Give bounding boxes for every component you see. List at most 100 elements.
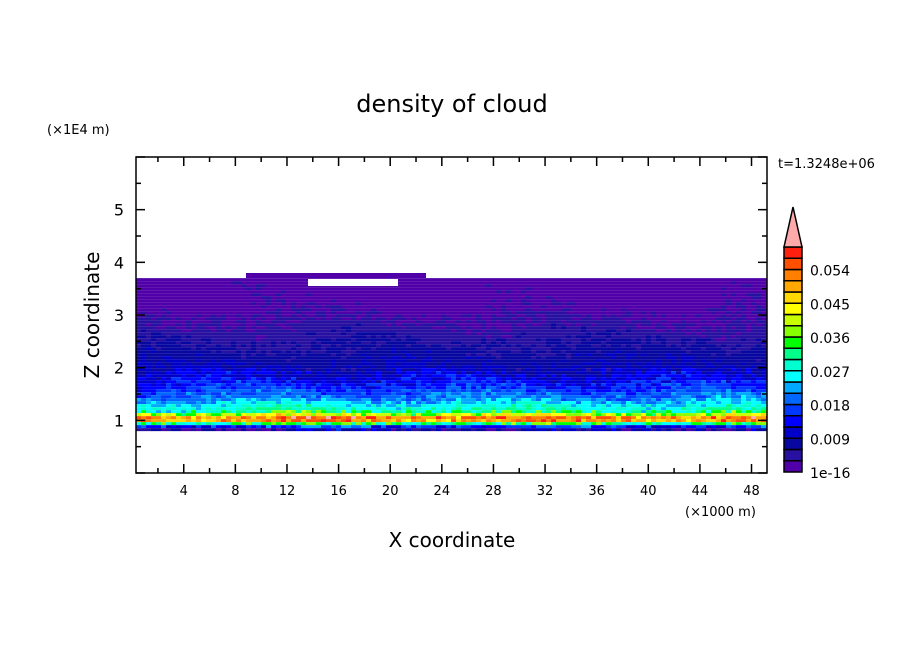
contour-cell — [471, 332, 476, 336]
contour-cell — [171, 410, 181, 414]
contour-cell — [576, 401, 581, 405]
contour-cell — [746, 329, 751, 333]
contour-cell — [656, 422, 661, 426]
contour-cell — [751, 284, 767, 288]
contour-cell — [686, 332, 691, 336]
contour-cell — [451, 389, 456, 393]
contour-cell — [726, 374, 736, 378]
contour-cell — [761, 293, 767, 297]
contour-cell — [756, 389, 767, 393]
contour-cell — [136, 320, 161, 324]
contour-cell — [346, 377, 351, 381]
contour-cell — [286, 320, 301, 324]
contour-cell — [676, 428, 681, 432]
contour-cell — [266, 404, 271, 408]
contour-cell — [136, 404, 141, 408]
contour-cell — [756, 338, 761, 342]
contour-cell — [426, 398, 431, 402]
contour-cell — [401, 410, 406, 414]
contour-cell — [606, 419, 611, 423]
contour-cell — [561, 302, 566, 306]
contour-cell — [371, 422, 376, 426]
contour-cell — [136, 362, 151, 366]
contour-cell — [461, 314, 471, 318]
contour-cell — [291, 359, 331, 363]
contour-cell — [251, 383, 256, 387]
contour-cell — [281, 302, 286, 306]
contour-cell — [206, 416, 211, 420]
contour-cell — [266, 350, 271, 354]
contour-cell — [406, 401, 411, 405]
contour-cell — [621, 404, 626, 408]
contour-cell — [461, 365, 476, 369]
contour-cell — [226, 404, 231, 408]
contour-cell — [351, 329, 451, 333]
x-tick-label: 12 — [279, 484, 296, 499]
contour-cell — [321, 392, 326, 396]
contour-cell — [141, 407, 146, 411]
contour-cell — [346, 419, 351, 423]
contour-cell — [716, 320, 721, 324]
contour-cell — [406, 407, 411, 411]
contour-cell — [491, 389, 501, 393]
contour-cell — [256, 428, 261, 432]
contour-cell — [671, 329, 676, 333]
contour-cell — [236, 350, 241, 354]
contour-cell — [666, 338, 681, 342]
contour-cell — [751, 425, 761, 429]
contour-cell — [751, 410, 756, 414]
contour-cell — [376, 416, 386, 420]
contour-cell — [576, 347, 636, 351]
contour-cell — [606, 329, 616, 333]
contour-cell — [231, 326, 236, 330]
contour-cell — [631, 338, 636, 342]
contour-cell — [396, 383, 401, 387]
contour-cell — [516, 386, 521, 390]
contour-cell — [401, 395, 406, 399]
contour-cell — [221, 374, 246, 378]
contour-cell — [566, 359, 596, 363]
contour-cell — [656, 428, 661, 432]
contour-cell — [506, 299, 511, 303]
contour-cell — [471, 353, 476, 357]
contour-cell — [276, 293, 281, 297]
contour-cell — [401, 407, 406, 411]
contour-cell — [331, 353, 336, 357]
contour-cell — [646, 422, 651, 426]
contour-cell — [396, 374, 401, 378]
contour-cell — [486, 398, 491, 402]
contour-cell — [181, 416, 186, 420]
contour-cell — [641, 371, 646, 375]
contour-cell — [186, 362, 191, 366]
contour-cell — [481, 422, 486, 426]
contour-cell — [351, 422, 356, 426]
contour-cell — [681, 395, 691, 399]
contour-cell — [326, 317, 331, 321]
contour-cell — [726, 299, 731, 303]
contour-cell — [386, 416, 391, 420]
contour-cell — [331, 317, 341, 321]
contour-cell — [216, 416, 221, 420]
contour-cell — [686, 314, 696, 318]
contour-cell — [341, 356, 346, 360]
contour-cell — [526, 323, 531, 327]
contour-cell — [646, 413, 651, 417]
contour-cell — [411, 425, 416, 429]
contour-cell — [401, 422, 406, 426]
contour-cell — [556, 407, 561, 411]
contour-cell — [241, 392, 256, 396]
x-unit-label: (×1000 m) — [685, 505, 756, 520]
contour-cell — [731, 299, 741, 303]
contour-cell — [626, 326, 636, 330]
contour-cell — [621, 368, 641, 372]
contour-cell — [206, 419, 216, 423]
contour-cell — [216, 401, 221, 405]
contour-cell — [366, 359, 386, 363]
contour-cell — [646, 398, 651, 402]
contour-cell — [386, 368, 391, 372]
contour-cell — [731, 383, 766, 387]
contour-cell — [716, 311, 726, 315]
chart-title: density of cloud — [356, 90, 547, 118]
contour-cell — [341, 371, 356, 375]
contour-cell — [716, 392, 721, 396]
